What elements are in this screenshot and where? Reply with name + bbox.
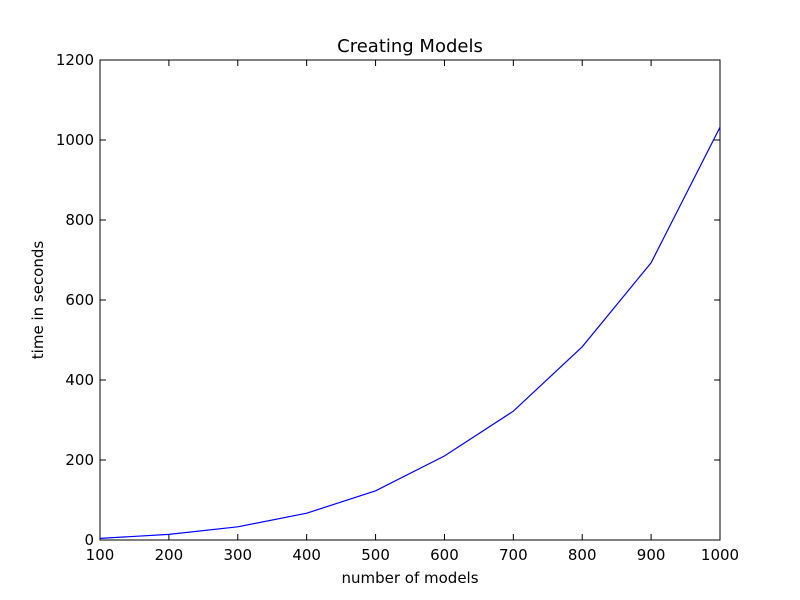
x-tick-label: 500	[361, 546, 390, 564]
x-ticks: 100 200 300 400 500 600 700 800 900 1000	[86, 60, 739, 564]
x-tick-label: 200	[155, 546, 184, 564]
plot-frame	[99, 59, 721, 541]
y-tick-label: 200	[65, 451, 94, 469]
y-tick-label: 400	[65, 371, 94, 389]
plot-area: 100 200 300 400 500 600 700 800 900 1000 0 200 400 6…	[56, 51, 739, 564]
y-axis-label: time in seconds	[29, 241, 47, 360]
x-tick-label: 300	[223, 546, 252, 564]
series-line	[99, 126, 721, 539]
x-tick-label: 700	[499, 546, 528, 564]
y-tick-label: 1000	[56, 131, 94, 149]
x-tick-label: 400	[292, 546, 321, 564]
x-tick-label: 1000	[701, 546, 739, 564]
x-tick-label: 100	[86, 546, 115, 564]
x-axis-label: number of models	[341, 569, 478, 587]
x-tick-label: 900	[637, 546, 666, 564]
y-ticks: 0 200 400 600 800 1000 1200	[56, 51, 720, 549]
x-tick-label: 600	[430, 546, 459, 564]
x-tick-label: 800	[568, 546, 597, 564]
y-tick-label: 1200	[56, 51, 94, 69]
y-tick-label: 800	[65, 211, 94, 229]
series-layer	[99, 126, 721, 539]
y-tick-label: 0	[84, 531, 94, 549]
y-tick-label: 600	[65, 291, 94, 309]
chart-title: Creating Models	[337, 36, 483, 57]
